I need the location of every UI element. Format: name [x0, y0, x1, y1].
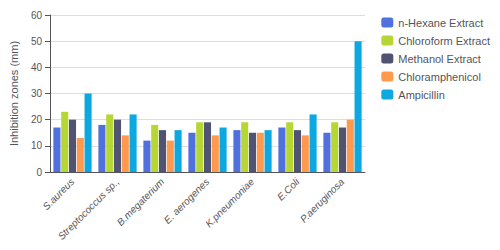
svg-text:50: 50 — [31, 36, 43, 47]
svg-text:60: 60 — [31, 10, 43, 21]
svg-text:10: 10 — [31, 140, 43, 151]
svg-text:Streptococcus sp.,: Streptococcus sp., — [56, 176, 122, 242]
svg-text:30: 30 — [31, 88, 43, 99]
svg-text:0: 0 — [36, 167, 42, 178]
svg-text:P.aeruginosa: P.aeruginosa — [298, 176, 347, 225]
svg-text:Chloroform Extract: Chloroform Extract — [398, 35, 490, 47]
svg-text:E.Coli: E.Coli — [275, 176, 302, 203]
svg-text:Methanol Extract: Methanol Extract — [398, 53, 481, 65]
svg-text:B.megaterium: B.megaterium — [115, 176, 167, 228]
svg-text:Inhibition zones (mm): Inhibition zones (mm) — [8, 41, 20, 146]
svg-text:n-Hexane Extract: n-Hexane Extract — [398, 17, 483, 29]
svg-text:40: 40 — [31, 62, 43, 73]
svg-text:Ampicillin: Ampicillin — [398, 89, 444, 101]
svg-text:S.aureus: S.aureus — [40, 176, 76, 212]
svg-text:K.pneumoniae: K.pneumoniae — [203, 176, 257, 230]
svg-text:Chloramphenicol: Chloramphenicol — [398, 71, 481, 83]
svg-text:20: 20 — [31, 114, 43, 125]
svg-text:E. aerogenes: E. aerogenes — [162, 176, 212, 226]
